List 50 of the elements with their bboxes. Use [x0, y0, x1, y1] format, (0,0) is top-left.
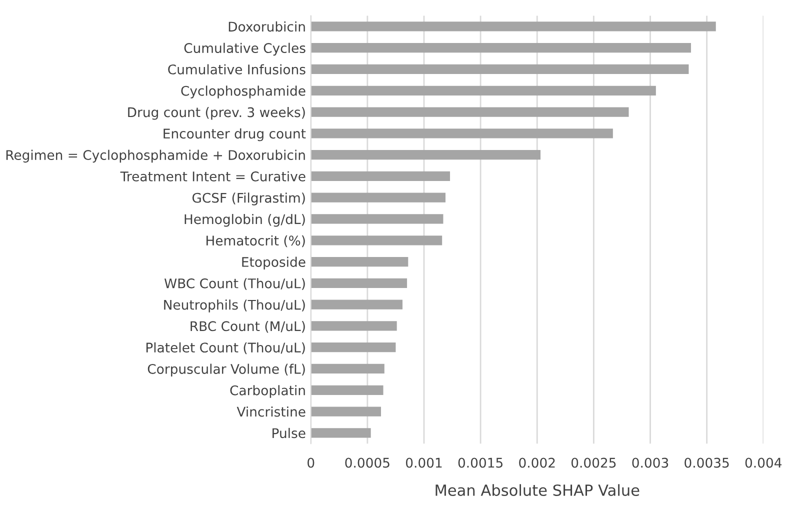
bar [310, 364, 384, 374]
x-tick-label: 0.0015 [458, 458, 502, 468]
bar [310, 107, 629, 117]
y-tick-label: Corpuscular Volume (fL) [148, 364, 305, 377]
bar [310, 192, 446, 202]
y-tick-label: RBC Count (M/uL) [190, 320, 305, 333]
y-tick-label: Cumulative Cycles [184, 42, 306, 56]
bar [310, 406, 382, 416]
y-tick-label: Regimen = Cyclophosphamide + Doxorubicin [6, 150, 305, 163]
bar [310, 171, 450, 182]
y-tick-label: Pulse [272, 428, 306, 438]
y-tick-label: Hematocrit (%) [206, 235, 305, 248]
y-tick-label: GCSF (Filgrastim) [192, 192, 305, 206]
y-tick-label: Drug count (prev. 3 weeks) [128, 107, 305, 120]
x-tick-label: 0.003 [632, 458, 668, 468]
x-tick-label: 0.001 [406, 458, 442, 468]
x-tick-label: 0.0035 [684, 458, 729, 468]
bar [310, 300, 402, 310]
y-tick-label: Cumulative Infusions [168, 64, 306, 74]
y-tick-label: Doxorubicin [228, 21, 305, 32]
bar [310, 150, 541, 160]
x-tick-label: 0 [308, 458, 314, 468]
bar [310, 428, 371, 438]
y-tick-label: Platelet Count (Thou/uL) [146, 342, 305, 354]
y-tick-label: Treatment Intent = Curative [120, 171, 306, 182]
bar [310, 321, 397, 331]
y-tick-label: Vincristine [236, 406, 306, 417]
bar [310, 43, 691, 53]
bar [310, 256, 408, 267]
x-tick-label: 0.004 [745, 458, 782, 468]
x-tick-label: 0.002 [519, 458, 555, 468]
bar [310, 214, 444, 224]
y-tick-label: Carboplatin [230, 385, 305, 398]
x-tick-label: 0.0005 [345, 458, 390, 468]
y-tick-label: Etoposide [242, 256, 306, 270]
bar [310, 64, 689, 74]
bar [310, 86, 656, 96]
bar [310, 278, 408, 288]
x-axis-title: Mean Absolute SHAP Value [436, 484, 640, 496]
y-tick-label: Encounter drug count [164, 128, 306, 142]
bar [310, 128, 613, 138]
bar [310, 236, 442, 246]
y-tick-label: Cyclophosphamide [181, 86, 306, 98]
y-tick-label: Hemoglobin (g/dL) [184, 214, 305, 227]
y-tick-label: WBC Count (Thou/uL) [164, 278, 305, 290]
y-tick-label: Neutrophils (Thou/uL) [164, 300, 305, 312]
bar [310, 22, 716, 32]
bar [310, 385, 384, 395]
x-tick-label: 0.0025 [571, 458, 616, 468]
bar [310, 342, 396, 352]
